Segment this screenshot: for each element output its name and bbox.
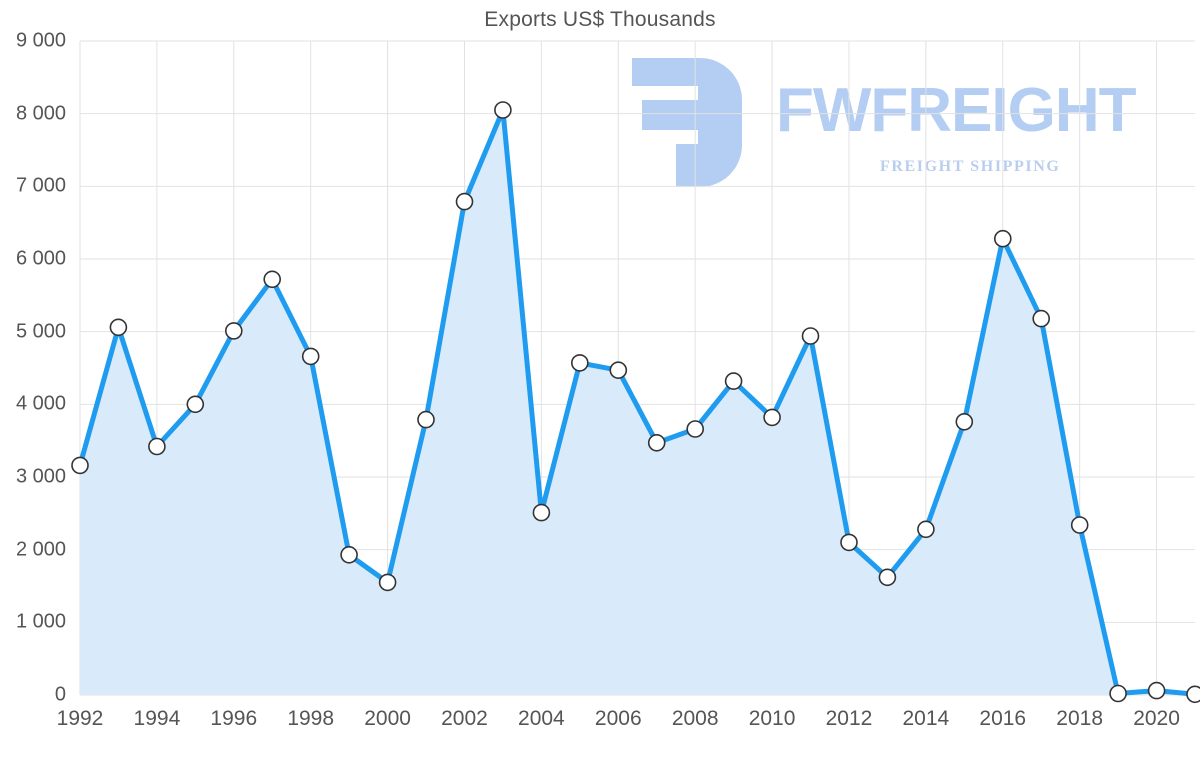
y-axis-tick-label: 5 000	[15, 320, 66, 343]
x-axis-tick-label: 2006	[594, 707, 642, 730]
data-point-marker[interactable]	[570, 354, 589, 372]
y-axis-tick-label: 3 000	[15, 465, 66, 488]
x-axis-tick-label: 2020	[1133, 707, 1180, 730]
data-point-marker[interactable]	[955, 412, 974, 431]
data-point-marker[interactable]	[340, 545, 358, 564]
x-axis-tick-label: 1996	[210, 707, 258, 730]
x-axis-tick-label: 1992	[56, 707, 104, 730]
data-point-marker[interactable]	[186, 395, 205, 414]
data-point-marker[interactable]	[455, 192, 474, 211]
data-point-marker[interactable]	[724, 372, 743, 390]
y-axis-tick-label: 9 000	[15, 29, 66, 52]
chart-title: Exports US$ Thousands	[484, 8, 716, 31]
data-point-marker[interactable]	[71, 456, 89, 475]
data-point-marker[interactable]	[609, 361, 628, 380]
data-point-marker[interactable]	[532, 503, 551, 522]
data-point-marker[interactable]	[993, 229, 1012, 248]
data-point-marker[interactable]	[763, 408, 781, 427]
series-line	[77, 107, 1198, 697]
data-point-marker[interactable]	[1186, 685, 1200, 704]
x-axis-tick-label: 1994	[133, 707, 181, 730]
y-axis-tick-label: 7 000	[15, 174, 66, 197]
data-point-marker[interactable]	[1070, 516, 1089, 534]
data-point-marker[interactable]	[840, 533, 858, 552]
data-point-marker[interactable]	[263, 270, 282, 289]
data-point-marker[interactable]	[801, 327, 820, 345]
data-point-marker[interactable]	[148, 437, 166, 456]
data-point-marker[interactable]	[301, 347, 320, 366]
data-point-marker[interactable]	[109, 318, 128, 337]
x-axis-tick-label: 2014	[902, 707, 950, 730]
y-axis-tick-label: 8 000	[15, 102, 66, 125]
data-point-marker[interactable]	[1109, 684, 1127, 703]
x-axis-tick-label: 2016	[979, 707, 1027, 730]
data-point-marker[interactable]	[647, 433, 666, 452]
x-axis-tick-label: 1998	[287, 707, 335, 730]
data-point-marker[interactable]	[417, 410, 435, 429]
y-axis-tick-label: 1 000	[15, 610, 66, 633]
y-axis-tick-label: 4 000	[15, 392, 66, 415]
data-point-markers	[71, 101, 1200, 704]
x-axis-tick-label: 2018	[1056, 707, 1103, 730]
x-axis-tick-label: 2000	[364, 707, 411, 730]
x-axis-tick-label: 2004	[518, 707, 565, 730]
x-axis-tick-label: 2010	[748, 707, 796, 730]
area-fill	[80, 110, 1195, 695]
x-axis-tick-label: 2002	[441, 707, 488, 730]
y-axis-tick-label: 0	[54, 683, 66, 706]
data-point-marker[interactable]	[225, 322, 243, 340]
data-point-marker[interactable]	[917, 520, 935, 539]
x-axis-tick-label: 2008	[671, 707, 719, 730]
y-axis-tick-label: 6 000	[15, 247, 66, 270]
x-axis-tick-label: 2012	[825, 707, 873, 730]
data-point-marker[interactable]	[494, 101, 512, 119]
data-point-marker[interactable]	[378, 573, 397, 592]
data-point-marker[interactable]	[1032, 309, 1050, 328]
data-point-marker[interactable]	[878, 568, 897, 587]
data-point-marker[interactable]	[686, 420, 705, 438]
y-axis-tick-label: 2 000	[15, 538, 66, 561]
data-point-marker[interactable]	[1147, 681, 1166, 700]
